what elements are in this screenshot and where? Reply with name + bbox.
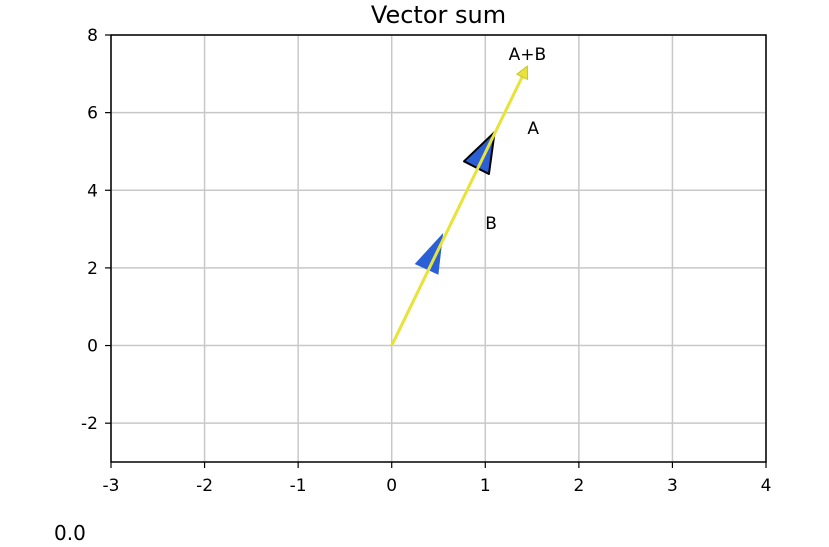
y-axis: -2 0 2 4 6 8 [81,26,111,434]
y-tick-label: 4 [87,181,98,201]
footer-value: 0.0 [54,521,86,545]
vector-sum-chart: -3 -2 -1 0 1 2 3 4 -2 0 2 4 6 8 Vector sum A+B A B [81,1,772,496]
y-tick-label: -2 [81,414,98,434]
x-tick-label: -1 [290,476,307,496]
vector-a-plus-b-head [516,65,529,80]
x-tick-label: 2 [573,476,584,496]
vector-b-head [414,232,444,275]
plot-frame [110,34,767,463]
y-tick-label: 8 [87,26,98,46]
x-tick-label: 1 [480,476,491,496]
y-tick-label: 0 [87,337,98,357]
annotations: A+B A B [485,45,546,234]
vector-a-plus-b-shaft [390,76,524,347]
chart-title: Vector sum [371,1,506,29]
vectors [390,65,529,347]
x-tick-label: 3 [667,476,678,496]
y-tick-label: 2 [87,259,98,279]
x-tick-label: -2 [196,476,213,496]
x-tick-label: 4 [761,476,772,496]
x-axis: -3 -2 -1 0 1 2 3 4 [103,462,772,496]
annotation-label: B [485,214,497,234]
x-tick-label: 0 [386,476,397,496]
annotation-label: A [527,119,539,139]
vector-a-plus-b [390,65,529,347]
annotation-label: A+B [509,45,547,65]
y-tick-label: 6 [87,104,98,124]
vector-b [414,232,444,275]
x-tick-label: -3 [103,476,120,496]
